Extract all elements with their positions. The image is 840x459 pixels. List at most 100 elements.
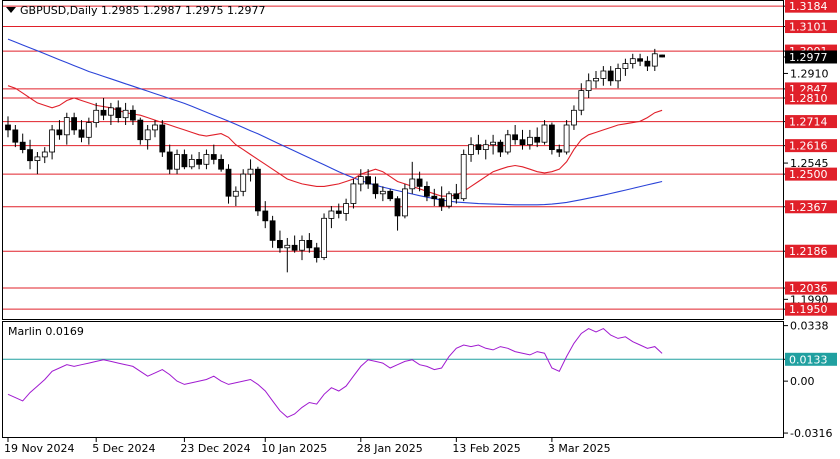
candle-body (152, 124, 158, 131)
price-tick-label: 1.2910 (790, 67, 829, 80)
price-panel-frame (2, 0, 784, 320)
candle-body (629, 58, 636, 65)
candle-body (549, 124, 555, 151)
candle-body (637, 58, 643, 62)
candle-body (512, 134, 518, 141)
candle-body (240, 173, 247, 192)
candle-body (651, 53, 658, 67)
candle-body (409, 178, 416, 190)
level-label-text: 1.2500 (789, 168, 828, 181)
level-label-box (785, 167, 837, 181)
candle-body (144, 129, 151, 141)
level-label-text: 1.1950 (789, 303, 828, 316)
candle-body (438, 198, 445, 207)
candle-body (387, 190, 394, 200)
candle-body (108, 107, 114, 116)
candle-body (166, 151, 173, 170)
candle-body (12, 129, 19, 143)
candle-body (34, 156, 41, 161)
candle-body (85, 122, 92, 138)
candle-body (254, 168, 261, 212)
candle-body (490, 141, 497, 146)
candle-body (541, 124, 548, 143)
candle-body (659, 54, 665, 58)
candle-body (210, 154, 217, 160)
time-tick-label: 28 Jan 2025 (357, 442, 423, 455)
candle-body (137, 119, 144, 141)
candle-body (644, 60, 651, 67)
time-tick-label: 23 Dec 2024 (180, 442, 250, 455)
level-label-text: 1.2367 (789, 201, 828, 214)
slow-ma-line (7, 38, 663, 206)
candle-body (49, 129, 55, 153)
candle-body (593, 78, 599, 82)
level-label-box (785, 115, 837, 129)
candle-body (93, 109, 100, 124)
candle-body (291, 244, 298, 251)
candle-body (534, 136, 541, 143)
candle-body (181, 154, 188, 168)
candle-body (174, 154, 180, 170)
level-label-box (785, 244, 837, 258)
level-label-text: 1.2810 (789, 92, 828, 105)
candle-body (188, 158, 195, 168)
candle-body (372, 183, 379, 195)
level-label-text: 1.2616 (789, 140, 828, 153)
candle-body (321, 217, 328, 259)
candle-body (446, 193, 452, 207)
level-label-box (785, 91, 837, 105)
candle-body (41, 151, 48, 158)
candle-body (5, 124, 11, 131)
current-price-box (785, 50, 837, 64)
candle-body (394, 198, 401, 217)
level-label-text: 1.2186 (789, 245, 828, 258)
candle-body (247, 168, 254, 175)
candle-body (71, 117, 77, 131)
marlin-line (7, 328, 663, 418)
candle-body (563, 124, 570, 153)
symbol-menu-triangle-icon[interactable] (6, 7, 16, 13)
horizontal-levels (3, 5, 783, 310)
candle-body (431, 195, 438, 200)
candle-body (78, 129, 85, 138)
candle-body (313, 247, 320, 259)
osc-tick-label: 0.00 (790, 375, 815, 388)
candle-body (482, 144, 489, 150)
candle-body (299, 239, 305, 251)
indicator-panel-frame (2, 321, 784, 438)
candle-body (129, 109, 136, 121)
candle-body (357, 176, 364, 185)
candle-body (527, 136, 533, 146)
candle-body (556, 149, 563, 153)
marlin-oscillator (3, 328, 783, 418)
price-tick-label: 1.2545 (790, 157, 829, 170)
time-tick-label: 19 Nov 2024 (4, 442, 74, 455)
candle-body (607, 70, 614, 82)
candlesticks (5, 48, 665, 273)
candle-body (401, 188, 408, 217)
candle-body (416, 178, 423, 187)
candle-body (328, 210, 335, 219)
time-axis: 19 Nov 2024 5 Dec 2024 23 Dec 2024 10 Jan 2… (4, 437, 611, 455)
time-tick-label: 3 Mar 2025 (548, 442, 611, 455)
price-axis: 1.31841.31011.30011.29771.29101.28471.28… (784, 0, 837, 316)
time-tick-label: 10 Jan 2025 (261, 442, 327, 455)
candle-body (306, 239, 313, 249)
level-label-box (785, 302, 837, 316)
level-label-box (785, 20, 837, 34)
candle-body (343, 203, 350, 214)
candle-body (100, 109, 107, 116)
candle-body (115, 107, 122, 119)
candle-body (63, 117, 70, 136)
osc-tick-label: 0.0338 (790, 320, 829, 333)
candle-body (56, 129, 63, 136)
candle-body (159, 124, 166, 153)
candle-body (262, 210, 269, 222)
candle-body (519, 139, 526, 145)
candle-body (19, 141, 26, 150)
candle-body (379, 190, 386, 195)
chart-title: GBPUSD,Daily 1.2985 1.2987 1.2975 1.2977 (20, 4, 265, 17)
level-label-text: 1.3101 (789, 21, 828, 34)
candle-body (475, 144, 482, 150)
